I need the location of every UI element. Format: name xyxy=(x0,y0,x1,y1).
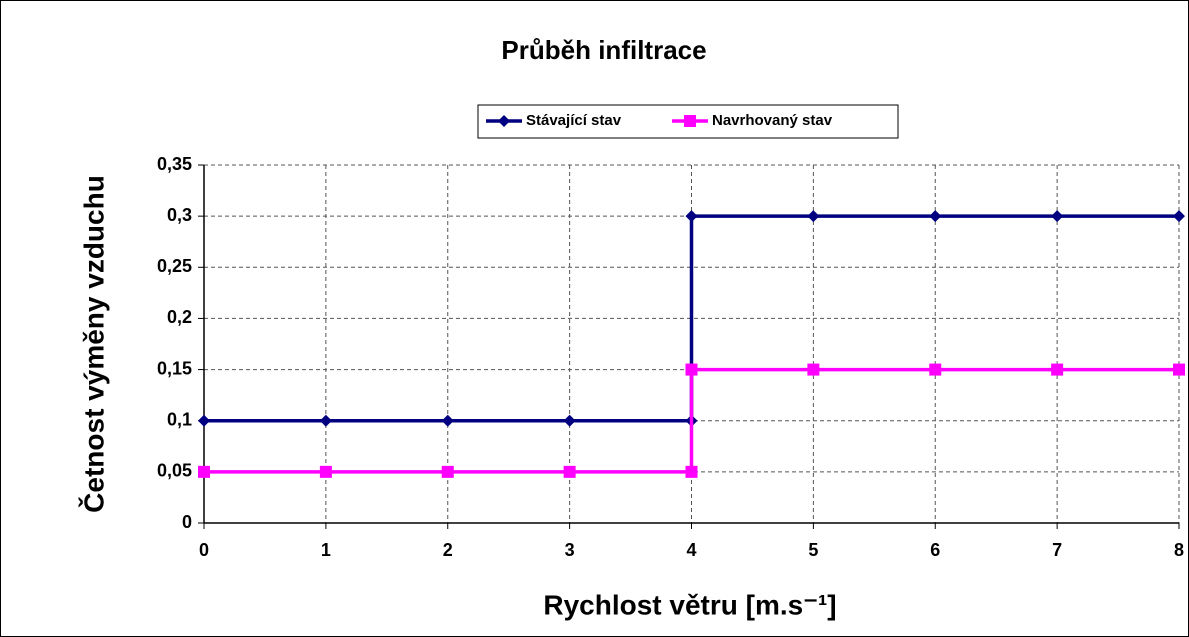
legend-marker xyxy=(684,115,696,127)
data-point xyxy=(1173,210,1185,223)
y-tick-label: 0,1 xyxy=(167,409,192,429)
data-point xyxy=(929,210,942,223)
y-tick-label: 0,2 xyxy=(167,307,192,327)
data-point xyxy=(685,363,698,376)
data-point xyxy=(198,465,210,478)
legend-label: Navrhovaný stav xyxy=(712,112,833,129)
data-point xyxy=(685,210,698,223)
data-point xyxy=(807,363,820,376)
series-line xyxy=(204,214,1179,423)
x-tick-label: 4 xyxy=(686,540,696,560)
legend-marker xyxy=(498,115,510,127)
y-tick-label: 0,3 xyxy=(167,205,192,225)
data-point xyxy=(1173,363,1185,376)
data-point xyxy=(1051,363,1064,376)
x-axis-label: Rychlost větru [m.s⁻¹] xyxy=(543,589,836,620)
data-point xyxy=(1051,210,1064,223)
legend-label: Stávající stav xyxy=(526,112,622,129)
y-tick-label: 0,25 xyxy=(157,256,192,276)
data-point xyxy=(198,414,210,427)
chart-title: Průběh infiltrace xyxy=(501,35,706,65)
data-point xyxy=(441,414,454,427)
data-point xyxy=(319,414,332,427)
x-tick-label: 5 xyxy=(808,540,818,560)
series-line xyxy=(204,367,1179,474)
data-point xyxy=(441,465,454,478)
x-tick-label: 6 xyxy=(930,540,940,560)
y-tick-label: 0,05 xyxy=(157,461,192,481)
y-tick-label: 0,15 xyxy=(157,358,192,378)
x-tick-label: 8 xyxy=(1174,540,1184,560)
y-tick-label: 0 xyxy=(182,512,192,532)
x-tick-label: 3 xyxy=(565,540,575,560)
data-point xyxy=(929,363,942,376)
x-tick-label: 0 xyxy=(199,540,209,560)
data-point xyxy=(319,465,332,478)
data-point xyxy=(563,414,576,427)
x-tick-label: 2 xyxy=(443,540,453,560)
data-point xyxy=(807,210,820,223)
y-tick-label: 0,35 xyxy=(157,154,192,174)
data-point xyxy=(563,465,576,478)
y-axis-label: Četnost výměny vzduchu xyxy=(77,175,109,513)
x-tick-label: 1 xyxy=(321,540,331,560)
x-tick-label: 7 xyxy=(1052,540,1062,560)
data-point xyxy=(685,465,698,478)
